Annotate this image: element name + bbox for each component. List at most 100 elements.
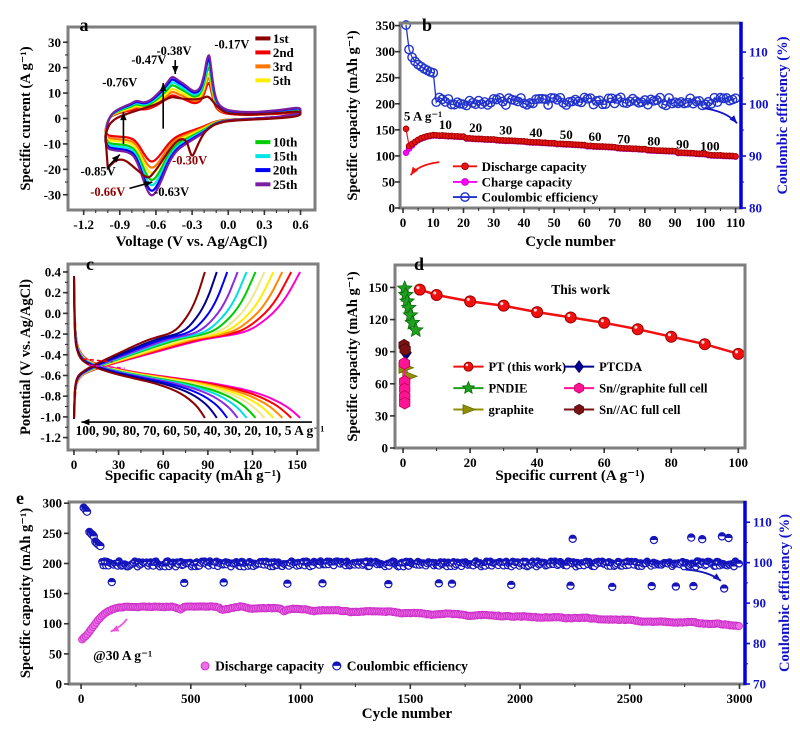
gcd-curves <box>73 271 301 419</box>
svg-text:Cycle number: Cycle number <box>362 706 453 722</box>
svg-text:-0.8: -0.8 <box>40 389 61 404</box>
svg-text:0: 0 <box>55 111 62 126</box>
svg-text:Voltage (V vs. Ag/AgCl): Voltage (V vs. Ag/AgCl) <box>116 234 268 250</box>
svg-text:3rd: 3rd <box>273 59 293 74</box>
svg-text:110: 110 <box>753 515 772 530</box>
svg-text:Specific capacity (mAh g⁻¹): Specific capacity (mAh g⁻¹) <box>105 468 281 484</box>
svg-text:60: 60 <box>578 215 591 230</box>
svg-text:60: 60 <box>588 129 601 144</box>
svg-text:-0.2: -0.2 <box>40 327 61 342</box>
svg-text:Discharge capacity: Discharge capacity <box>215 658 324 673</box>
svg-text:0.6: 0.6 <box>292 217 309 232</box>
svg-text:Potential (V vs. Ag/AgCl): Potential (V vs. Ag/AgCl) <box>18 279 34 435</box>
svg-text:Discharge capacity: Discharge capacity <box>482 159 588 174</box>
svg-text:0: 0 <box>56 677 63 692</box>
svg-text:d: d <box>414 254 424 274</box>
svg-text:50: 50 <box>382 174 395 189</box>
svg-text:graphite: graphite <box>489 403 535 417</box>
svg-text:20: 20 <box>464 455 477 470</box>
svg-text:90: 90 <box>749 149 762 164</box>
series-sn-ac-full-cell <box>398 338 411 356</box>
svg-text:100: 100 <box>376 148 396 163</box>
legend-e: Discharge capacity Coulombic efficiency <box>200 658 468 673</box>
panel-e: @30 A g⁻¹ Discharge capacity Coulombic eff… <box>16 488 793 722</box>
svg-text:90: 90 <box>676 136 689 151</box>
svg-text:Specific current (A g⁻¹): Specific current (A g⁻¹) <box>18 46 34 190</box>
svg-text:5 A g⁻¹: 5 A g⁻¹ <box>404 108 442 123</box>
svg-text:Coulombic efficiency (%): Coulombic efficiency (%) <box>775 36 791 194</box>
svg-text:100: 100 <box>729 455 749 470</box>
svg-text:Cycle number: Cycle number <box>525 234 616 250</box>
svg-text:40: 40 <box>531 455 544 470</box>
svg-text:2nd: 2nd <box>273 45 295 60</box>
svg-text:30: 30 <box>112 457 125 472</box>
svg-text:PNDIE: PNDIE <box>489 382 528 396</box>
svg-text:110: 110 <box>749 45 768 60</box>
svg-text:50: 50 <box>548 215 561 230</box>
svg-text:10: 10 <box>48 86 61 101</box>
axes-b: 0 10 20 30 40 50 60 70 80 90 100 110 0 50 100 150 200 250… <box>345 18 791 250</box>
svg-text:70: 70 <box>608 215 621 230</box>
svg-text:60: 60 <box>157 457 170 472</box>
svg-text:300: 300 <box>43 496 63 511</box>
svg-text:20: 20 <box>457 215 470 230</box>
cv-curves <box>104 54 302 197</box>
svg-text:Specific capacity (mAh g⁻¹): Specific capacity (mAh g⁻¹) <box>345 30 361 200</box>
svg-text:0: 0 <box>382 441 389 456</box>
svg-text:90: 90 <box>201 457 214 472</box>
svg-text:-30: -30 <box>44 187 61 202</box>
panel-d: This work PT (this work) PNDIE graphite PTCD… <box>345 254 748 484</box>
svg-text:-0.9: -0.9 <box>110 217 131 232</box>
svg-text:0: 0 <box>71 457 78 472</box>
legend-d: PT (this work) PNDIE graphite PTCDA Sn//grap… <box>453 360 708 417</box>
svg-text:30: 30 <box>499 123 512 138</box>
svg-text:-1.2: -1.2 <box>73 217 94 232</box>
svg-text:150: 150 <box>287 457 307 472</box>
svg-text:30: 30 <box>48 35 61 50</box>
svg-text:-0.4: -0.4 <box>40 347 61 362</box>
svg-text:-0.3: -0.3 <box>182 217 203 232</box>
svg-text:80: 80 <box>749 201 762 216</box>
svg-text:30: 30 <box>487 215 500 230</box>
svg-text:90: 90 <box>669 215 682 230</box>
svg-text:1000: 1000 <box>288 691 314 706</box>
svg-text:-0.6: -0.6 <box>146 217 167 232</box>
svg-text:500: 500 <box>181 691 201 706</box>
svg-text:c: c <box>86 254 94 274</box>
axes-a: -1.2 -0.9 -0.6 -0.3 0.0 0.3 0.6 30 20 10 0 -10 -20 -3… <box>18 35 309 250</box>
svg-text:50: 50 <box>49 646 62 661</box>
svg-text:300: 300 <box>376 44 396 59</box>
panel-c: 100, 90, 80, 70, 60, 50, 40, 30, 20, 10,… <box>18 254 324 484</box>
svg-text:100: 100 <box>753 555 773 570</box>
svg-text:-0.47V: -0.47V <box>131 53 166 67</box>
svg-text:120: 120 <box>369 312 389 327</box>
svg-text:1st: 1st <box>273 31 290 46</box>
svg-text:1500: 1500 <box>397 691 423 706</box>
svg-text:0.0: 0.0 <box>220 217 236 232</box>
svg-text:60: 60 <box>598 455 611 470</box>
svg-text:5th: 5th <box>273 73 292 88</box>
svg-text:100: 100 <box>696 215 716 230</box>
svg-text:150: 150 <box>376 122 396 137</box>
svg-text:Coulombic efficiency (%): Coulombic efficiency (%) <box>777 514 793 672</box>
svg-text:2500: 2500 <box>617 691 643 706</box>
svg-text:150: 150 <box>369 280 389 295</box>
svg-text:20: 20 <box>469 120 482 135</box>
svg-text:Specific capacity (mAh g⁻¹): Specific capacity (mAh g⁻¹) <box>345 271 361 441</box>
svg-text:50: 50 <box>560 127 573 142</box>
svg-text:120: 120 <box>243 457 263 472</box>
svg-text:-20: -20 <box>44 162 61 177</box>
svg-text:b: b <box>422 15 432 35</box>
svg-text:PTCDA: PTCDA <box>599 360 642 374</box>
svg-text:0: 0 <box>389 201 396 216</box>
series-pt-this-work- <box>413 283 745 360</box>
svg-text:Specific current (A g⁻¹): Specific current (A g⁻¹) <box>495 468 644 484</box>
series-coulombic-efficiency <box>401 20 741 111</box>
svg-text:Coulombic efficiency: Coulombic efficiency <box>482 190 599 205</box>
panel-a: -0.38V -0.17V -0.47V -0.76V -0.85V -0.66V -0.6… <box>18 15 317 250</box>
svg-text:0.0: 0.0 <box>45 306 61 321</box>
svg-text:Charge capacity: Charge capacity <box>482 174 573 189</box>
svg-text:80: 80 <box>638 215 651 230</box>
